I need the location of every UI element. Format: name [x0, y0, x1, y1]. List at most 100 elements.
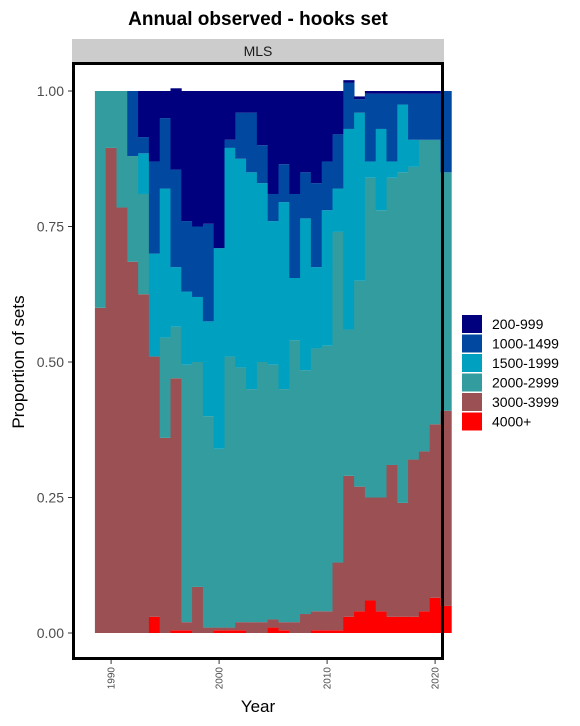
- bar-segment-1500-1999-1997: [181, 291, 193, 365]
- bar-segment-2000-2999-2013: [354, 280, 366, 487]
- bar-segment-1500-1999-2001: [224, 147, 236, 357]
- bar-segment-4000+-2000: [213, 630, 225, 633]
- bar-segment-200-999-2016: [386, 91, 398, 94]
- bar-segment-2000-2999-2003: [246, 389, 258, 623]
- bar-segment-1000-1499-2013: [354, 99, 366, 113]
- bar-segment-3000-3999-2006: [278, 622, 290, 631]
- bar-segment-1500-1999-2012: [343, 128, 355, 330]
- bar-segment-3000-3999-2014: [364, 497, 377, 601]
- bar-segment-3000-3999-1993: [138, 294, 150, 633]
- bar-segment-1500-1999-1995: [159, 188, 171, 338]
- bar-segment-1000-1499-2017: [397, 93, 409, 105]
- bar-segment-1500-1999-2003: [246, 172, 258, 390]
- bar-segment-1000-1499-1995: [159, 118, 171, 189]
- bar-segment-1500-1999-2014: [364, 161, 377, 178]
- bar-segment-200-999-1996: [170, 88, 182, 170]
- bar-segment-1000-1499-1994: [148, 161, 161, 254]
- bar-segment-1500-1999-1998: [192, 296, 204, 362]
- bar-segment-200-999-1998: [192, 91, 204, 227]
- bar-segment-3000-3999-2019: [418, 451, 431, 612]
- x-tick-label: 2010: [323, 667, 334, 690]
- bar-segment-200-999-2006: [278, 91, 290, 165]
- bar-segment-2000-2999-2018: [408, 166, 420, 460]
- bar-segment-200-999-2003: [246, 91, 258, 113]
- bar-segment-1000-1499-2019: [418, 93, 431, 140]
- bar-segment-4000+-2016: [386, 616, 398, 633]
- bar-segment-200-999-2011: [332, 91, 344, 135]
- legend-label: 200-999: [492, 316, 544, 332]
- y-axis: 0.00 0.25 0.50 0.75 1.00: [37, 83, 72, 641]
- x-tick-label: 1990: [107, 667, 118, 690]
- bar-segment-4000+-2015: [375, 611, 387, 633]
- bar-segment-4000+-1996: [170, 630, 182, 633]
- bar-segment-3000-3999-2013: [354, 486, 366, 612]
- bar-segment-1000-1499-2003: [246, 112, 258, 173]
- bar-segment-2000-2999-1992: [127, 156, 139, 262]
- bar-segment-2000-2999-2010: [321, 345, 333, 612]
- bar-segment-1500-1999-2005: [267, 221, 279, 365]
- bar-segment-200-999-2000: [213, 91, 225, 249]
- bar-segment-3000-3999-2003: [246, 622, 258, 633]
- bar-segment-1500-1999-2013: [354, 112, 366, 281]
- bar-segment-200-999-2018: [408, 91, 420, 94]
- bar-segment-2000-2999-2006: [278, 389, 290, 623]
- bar-segment-4000+-2019: [418, 611, 431, 633]
- bar-segment-2000-2999-2015: [375, 210, 387, 498]
- legend-label: 1500-1999: [492, 355, 559, 371]
- bar-segment-1000-1499-2020: [429, 93, 441, 140]
- bar-segment-3000-3999-2007: [289, 622, 301, 633]
- y-tick-label: 0.75: [37, 219, 64, 235]
- bar-segment-1000-1499-1992: [127, 91, 139, 157]
- bar-segment-3000-3999-1991: [116, 207, 128, 633]
- bar-segment-2000-2999-2002: [235, 367, 247, 623]
- bar-segment-1500-1999-2002: [235, 158, 247, 368]
- bar-segment-200-999-2002: [235, 91, 247, 113]
- bar-segment-3000-3999-2005: [267, 619, 279, 628]
- x-axis: 1990 2000 2010 2020: [107, 660, 442, 689]
- chart-title: Annual observed - hooks set: [128, 9, 388, 30]
- bar-segment-1000-1499-1993: [138, 137, 150, 154]
- bar-segment-1500-1999-2008: [300, 218, 312, 371]
- x-tick-label: 2000: [215, 667, 226, 690]
- bar-segment-1500-1999-2011: [332, 188, 344, 232]
- bar-segment-1000-1499-2005: [267, 193, 279, 222]
- bar-segment-2000-2999-2012: [343, 329, 355, 476]
- legend-label: 1000-1499: [492, 336, 559, 352]
- legend-label: 3000-3999: [492, 394, 559, 410]
- bar-segment-2000-2999-1990: [105, 91, 117, 148]
- bar-segment-1500-1999-2015: [375, 128, 387, 211]
- bar-segment-1500-1999-2016: [386, 161, 398, 178]
- bar-segment-2000-2999-2017: [397, 172, 409, 503]
- bar-segment-3000-3999-2010: [321, 611, 333, 631]
- bar-segment-4000+-2021: [440, 605, 452, 633]
- bar-segment-1000-1499-2008: [300, 172, 312, 219]
- bar-segment-2000-2999-2020: [429, 139, 441, 425]
- bar-segment-4000+-2020: [429, 597, 441, 633]
- bar-segment-2000-2999-2016: [386, 177, 398, 465]
- bar-segment-200-999-2014: [364, 91, 377, 94]
- bar-segment-2000-2999-2021: [440, 172, 452, 411]
- bar-segment-1000-1499-1998: [192, 226, 204, 297]
- bar-segment-2000-2999-1997: [181, 364, 193, 623]
- bar-segment-4000+-2009: [310, 630, 323, 633]
- legend-swatch: [462, 412, 482, 431]
- bar-segment-2000-2999-1989: [94, 91, 107, 308]
- bar-segment-4000+-2012: [343, 616, 355, 633]
- bar-segment-3000-3999-1994: [148, 356, 161, 617]
- bar-segment-3000-3999-1999: [202, 627, 215, 633]
- bar-segment-1000-1499-1996: [170, 169, 182, 268]
- bar-segment-2000-2999-1991: [116, 91, 128, 208]
- bar-segment-4000+-1994: [148, 616, 161, 633]
- bar-segment-4000+-2002: [235, 630, 247, 633]
- bar-segment-3000-3999-2000: [213, 627, 225, 631]
- bar-segment-2000-2999-2005: [267, 364, 279, 620]
- bar-segment-200-999-2001: [224, 91, 236, 140]
- bar-segment-3000-3999-1996: [170, 378, 182, 631]
- bar-segment-4000+-2011: [332, 630, 344, 633]
- bar-segment-200-999-2020: [429, 91, 441, 94]
- bar-segment-200-999-2005: [267, 91, 279, 194]
- bar-segment-200-999-2004: [256, 91, 269, 146]
- bar-segment-2000-2999-2014: [364, 177, 377, 498]
- bar-segment-4000+-2010: [321, 630, 333, 633]
- bar-segment-1500-1999-2000: [213, 248, 225, 449]
